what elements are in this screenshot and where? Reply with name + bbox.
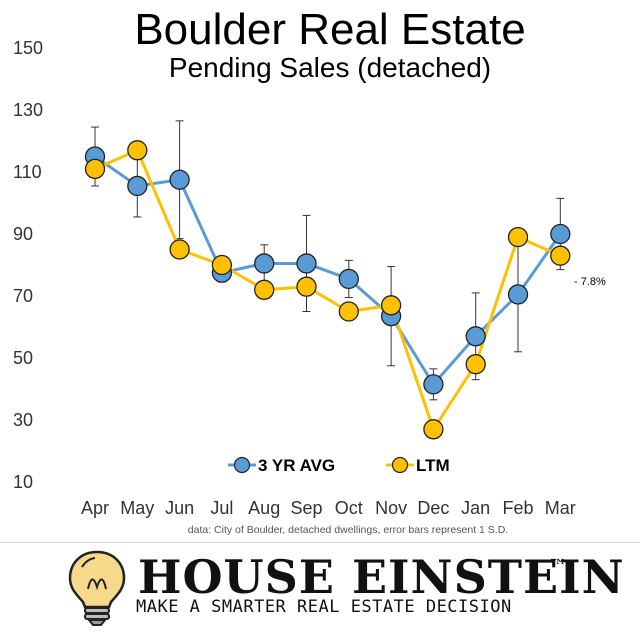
point-ltm <box>550 245 571 266</box>
error-bars <box>91 120 565 401</box>
legend-marker <box>233 456 251 474</box>
point-ltm <box>84 158 106 180</box>
line-3-yr-avg <box>94 155 562 386</box>
point-ltm <box>296 276 317 297</box>
y-tick-label: 30 <box>13 410 33 430</box>
chart: Boulder Real Estate Pending Sales (detac… <box>13 5 606 536</box>
chart-subtitle: Pending Sales (detached) <box>169 52 491 83</box>
x-tick-label: Oct <box>335 498 363 518</box>
x-tick-label: May <box>120 498 154 518</box>
point-3-yr-avg <box>507 284 529 305</box>
point-3-yr-avg <box>423 374 444 395</box>
y-tick-label: 110 <box>13 162 42 182</box>
point-ltm <box>380 295 402 316</box>
trademark-symbol: ™ <box>549 556 567 577</box>
legend: 3 YR AVG LTM <box>228 456 450 475</box>
source-note: data: City of Boulder, detached dwelling… <box>188 524 508 536</box>
y-tick-label: 150 <box>13 38 43 58</box>
chart-title: Boulder Real Estate <box>134 5 525 54</box>
brand-name: HOUSE EINSTEIN <box>138 550 625 604</box>
line-ltm <box>94 148 561 431</box>
y-tick-label: 10 <box>13 472 33 492</box>
brand-tagline: MAKE A SMARTER REAL ESTATE DECISION <box>136 597 512 617</box>
point-ltm <box>211 254 233 276</box>
x-tick-label: Nov <box>375 498 407 518</box>
y-tick-label: 70 <box>13 286 33 306</box>
point-ltm <box>507 226 529 248</box>
x-tick-label: Aug <box>248 498 280 518</box>
point-3-yr-avg <box>254 253 275 274</box>
point-3-yr-avg <box>296 253 317 274</box>
legend-marker <box>391 456 409 474</box>
point-3-yr-avg <box>465 326 486 347</box>
y-tick-label: 130 <box>13 100 43 120</box>
footer-divider <box>0 542 640 543</box>
point-ltm <box>465 354 486 375</box>
x-tick-label: Jul <box>210 498 233 518</box>
y-axis: 10 30 50 70 90 110 130 150 <box>13 38 43 492</box>
point-ltm <box>423 419 444 440</box>
x-axis: Apr May Jun Jul Aug Sep Oct Nov Dec Jan Feb Mar <box>81 498 576 518</box>
lightbulb-icon <box>68 550 126 626</box>
x-tick-label: Apr <box>81 498 109 518</box>
x-tick-label: Dec <box>417 498 449 518</box>
point-ltm <box>169 239 190 260</box>
y-tick-label: 50 <box>13 348 33 368</box>
point-ltm <box>254 279 275 300</box>
series-points <box>84 140 571 440</box>
point-ltm <box>338 301 359 322</box>
change-annotation: - 7.8% <box>574 276 606 288</box>
x-tick-label: Feb <box>502 498 533 518</box>
y-tick-label: 90 <box>13 224 33 244</box>
legend-label: LTM <box>416 456 450 475</box>
point-ltm <box>127 140 148 161</box>
point-3-yr-avg <box>338 268 359 290</box>
x-tick-label: Mar <box>545 498 576 518</box>
legend-label: 3 YR AVG <box>258 456 335 475</box>
x-tick-label: Jun <box>165 498 194 518</box>
series-lines <box>94 148 562 431</box>
x-tick-label: Jan <box>461 498 490 518</box>
x-tick-label: Sep <box>290 498 322 518</box>
point-3-yr-avg <box>550 223 571 245</box>
point-3-yr-avg <box>169 169 190 190</box>
point-3-yr-avg <box>127 175 148 197</box>
